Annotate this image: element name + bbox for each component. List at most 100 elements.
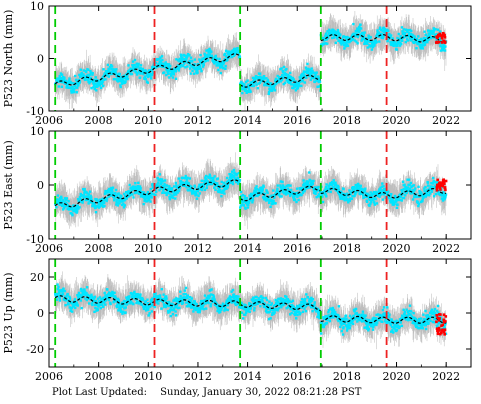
observation-point	[391, 199, 395, 202]
observation-point	[280, 195, 283, 198]
observation-point	[307, 180, 310, 184]
observation-point	[170, 187, 174, 190]
observation-point	[326, 30, 329, 33]
observation-point	[292, 78, 295, 81]
observation-point	[407, 317, 411, 320]
observation-point	[340, 41, 344, 45]
recent-point	[443, 186, 447, 189]
recent-point	[435, 327, 439, 330]
observation-point	[401, 180, 405, 183]
observation-point	[415, 40, 419, 44]
observation-point	[394, 328, 397, 331]
observation-point	[351, 319, 354, 322]
observation-point	[417, 202, 421, 206]
observation-point	[349, 319, 353, 322]
observation-point	[287, 73, 290, 77]
observation-point	[128, 295, 131, 298]
observation-point	[333, 34, 336, 38]
observation-point	[369, 320, 372, 324]
observation-point	[184, 60, 188, 63]
observation-point	[122, 206, 126, 209]
observation-point	[316, 76, 320, 80]
observation-point	[351, 316, 354, 319]
observation-point	[363, 41, 367, 44]
observation-point	[407, 178, 411, 181]
observation-point	[156, 176, 159, 180]
observation-point	[75, 301, 78, 305]
observation-point	[163, 305, 166, 308]
observation-point	[351, 194, 354, 198]
observation-point	[272, 199, 275, 203]
observation-point	[88, 196, 91, 199]
observation-point	[78, 195, 82, 199]
observation-point	[80, 289, 83, 293]
observation-point	[390, 197, 393, 200]
observation-point	[297, 81, 301, 85]
observation-point	[415, 47, 418, 50]
observation-point	[119, 76, 123, 79]
observation-point	[413, 36, 416, 39]
observation-point	[370, 48, 374, 51]
observation-point	[96, 84, 100, 87]
observation-point	[102, 305, 105, 308]
observation-point	[360, 317, 363, 321]
observation-point	[430, 182, 433, 185]
footer-label: Plot Last Updated:	[52, 387, 147, 398]
observation-point	[247, 306, 250, 309]
observation-point	[244, 88, 248, 92]
observation-point	[219, 66, 223, 69]
observation-point	[76, 204, 79, 208]
observation-point	[125, 303, 129, 306]
observation-point	[430, 308, 434, 311]
observation-point	[380, 185, 384, 188]
observation-point	[91, 204, 94, 208]
observation-point	[348, 199, 351, 202]
observation-point	[177, 177, 180, 180]
observation-point	[100, 200, 104, 204]
observation-point	[146, 75, 150, 78]
observation-point	[198, 64, 202, 67]
observation-point	[331, 33, 335, 36]
y-tick-label: -10	[26, 105, 44, 118]
observation-point	[256, 194, 259, 198]
observation-point	[171, 196, 175, 199]
observation-point	[126, 74, 129, 78]
observation-point	[288, 299, 291, 302]
observation-point	[382, 306, 386, 309]
observation-point	[71, 86, 74, 89]
observation-point	[74, 303, 77, 307]
observation-point	[93, 303, 97, 307]
observation-point	[282, 301, 286, 304]
observation-point	[84, 78, 87, 81]
observation-point	[395, 329, 399, 332]
observation-point	[235, 172, 239, 176]
observation-point	[155, 183, 159, 186]
observation-point	[423, 187, 426, 190]
observation-point	[439, 49, 442, 52]
observation-point	[427, 38, 430, 41]
observation-point	[393, 41, 397, 44]
observation-point	[405, 37, 409, 41]
observation-point	[168, 197, 172, 201]
observation-point	[182, 58, 185, 61]
observation-point	[336, 187, 339, 190]
observation-point	[427, 184, 430, 187]
observation-point	[429, 192, 432, 195]
observation-point	[105, 199, 108, 203]
observation-point	[412, 320, 415, 324]
x-tick-label: 2018	[333, 114, 361, 127]
observation-point	[158, 173, 161, 176]
observation-point	[247, 87, 251, 91]
observation-point	[315, 71, 318, 74]
observation-point	[313, 80, 317, 84]
observation-point	[353, 186, 356, 189]
observation-point	[430, 309, 433, 313]
observation-point	[188, 53, 191, 57]
observation-point	[267, 92, 270, 96]
observation-point	[183, 289, 186, 292]
observation-point	[187, 188, 191, 192]
plot-area	[54, 11, 448, 111]
observation-point	[239, 204, 242, 207]
observation-point	[76, 304, 79, 307]
observation-point	[325, 195, 328, 198]
